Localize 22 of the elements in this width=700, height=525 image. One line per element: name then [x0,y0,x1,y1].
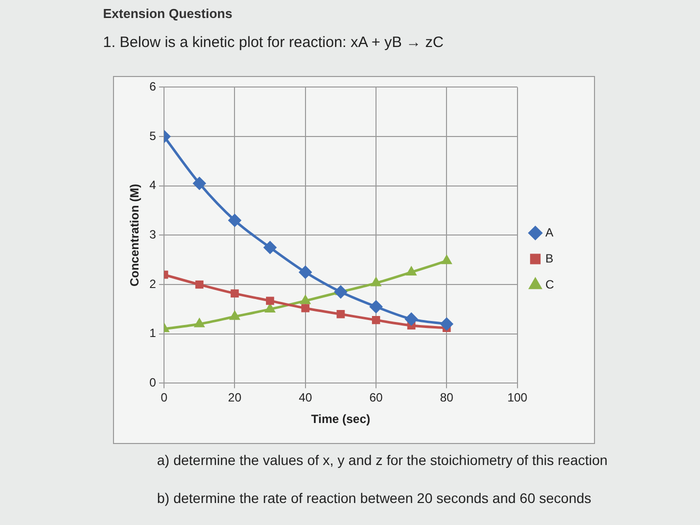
text: Extension Questions [103,6,232,21]
y-tick-label: 3 [149,228,156,242]
y-tick-label: 0 [149,376,156,390]
text: a) determine the values of x, y and z for the stoichiometry of this reaction [157,452,608,468]
x-tick-label: 0 [160,390,168,405]
y-tick-label: 2 [149,276,156,291]
x-tick-label: 20 [228,390,242,405]
y-tick-label: 1 [149,326,156,340]
legend-label: C [545,277,554,292]
text: b) determine the rate of reaction between 20 seconds and 60 seconds [157,490,592,506]
y-tick-label: 5 [149,128,156,143]
legend-label: B [545,251,554,266]
legend-label: A [545,225,554,240]
y-tick-label: 6 [149,80,156,94]
chart-title: 1. Below is a kinetic plot for reaction: xA + yB → zC [103,34,444,51]
y-tick-label: 4 [149,178,156,192]
x-tick-label: 40 [298,390,312,405]
x-axis-title: Time (sec) [311,412,370,426]
y-axis-title: Concentration (M) [128,184,142,287]
x-tick-label: 100 [507,390,528,405]
x-tick-label: 80 [440,390,454,405]
x-tick-label: 60 [369,390,384,405]
